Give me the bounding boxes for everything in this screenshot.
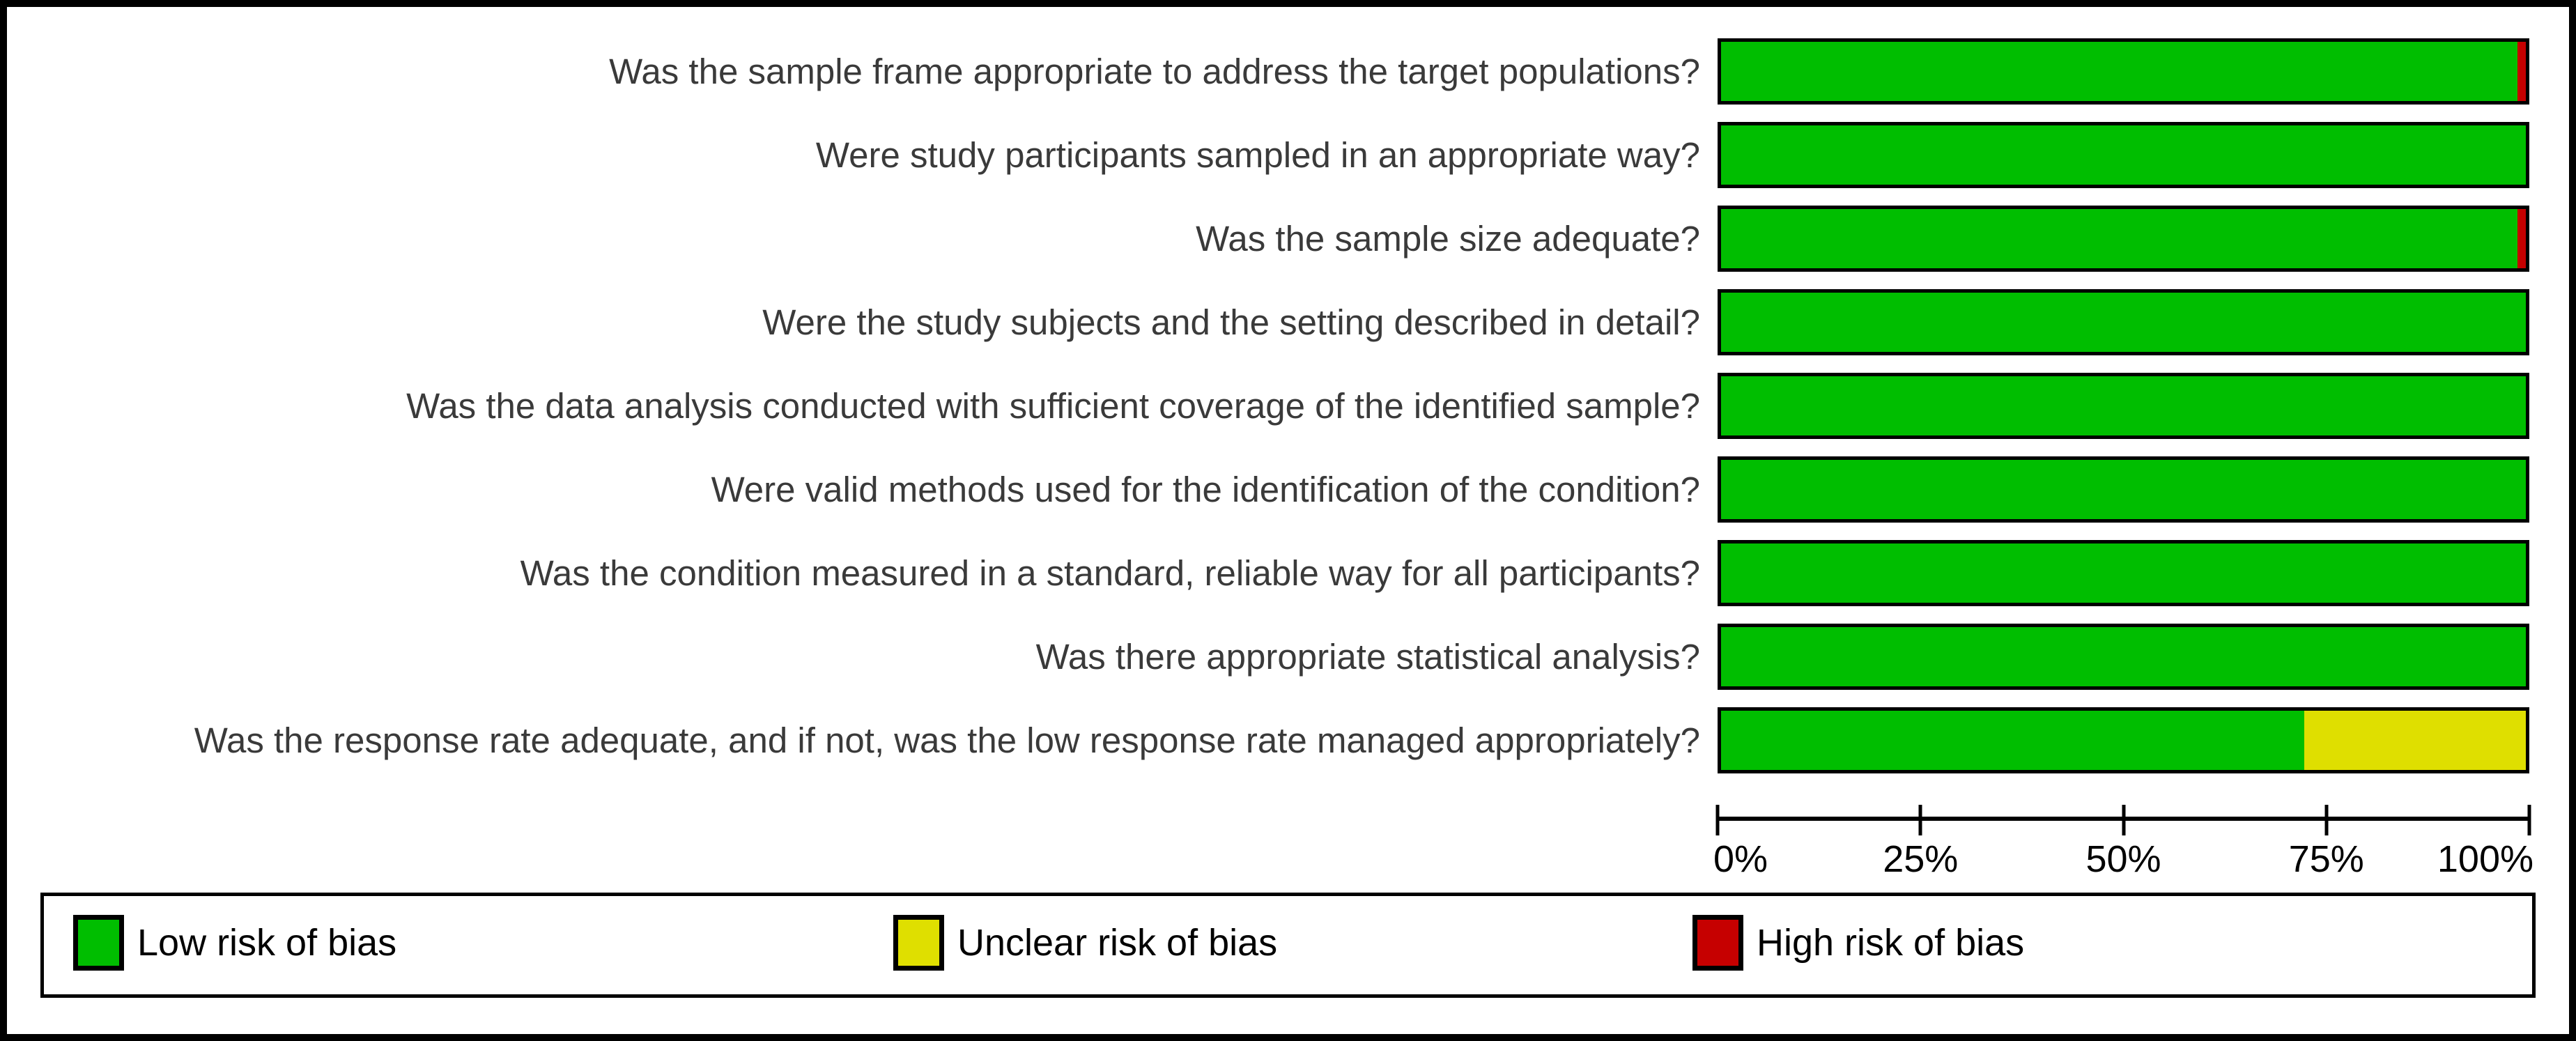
bar-segment-low-risk-of-bias xyxy=(1721,293,2526,352)
stacked-bar xyxy=(1718,38,2529,105)
axis-tick xyxy=(2122,805,2125,835)
stacked-bar xyxy=(1718,456,2529,523)
bar-rows: Was the sample frame appropriate to addr… xyxy=(7,7,2569,791)
x-axis-track: 0% 25% 50% 75% 100% xyxy=(1713,791,2533,895)
axis-tick-label: 50% xyxy=(2085,838,2161,880)
bar-segment-low-risk-of-bias xyxy=(1721,376,2526,435)
bar-segment-low-risk-of-bias xyxy=(1721,209,2518,268)
question-row: Was there appropriate statistical analys… xyxy=(7,624,2569,707)
stacked-bar xyxy=(1718,624,2529,690)
bar-segment-low-risk-of-bias xyxy=(1721,627,2526,686)
question-row: Was the sample size adequate? xyxy=(7,206,2569,289)
question-row: Were valid methods used for the identifi… xyxy=(7,456,2569,540)
x-axis: 0% 25% 50% 75% 100% xyxy=(7,791,2569,895)
question-row: Was the data analysis conducted with suf… xyxy=(7,373,2569,456)
axis-tick-label: 75% xyxy=(2288,838,2364,880)
legend-item: Unclear risk of bias xyxy=(893,915,1277,971)
bar-segment-high-risk-of-bias xyxy=(2517,42,2526,101)
stacked-bar xyxy=(1718,373,2529,439)
bar-segment-low-risk-of-bias xyxy=(1721,42,2518,101)
stacked-bar xyxy=(1718,206,2529,272)
question-label: Was the condition measured in a standard… xyxy=(520,553,1700,593)
legend-label: Low risk of bias xyxy=(137,922,397,964)
question-row: Were the study subjects and the setting … xyxy=(7,289,2569,373)
question-label: Was the data analysis conducted with suf… xyxy=(406,386,1700,426)
bar-segment-low-risk-of-bias xyxy=(1721,711,2305,770)
legend-swatch xyxy=(1692,915,1743,971)
question-label: Were the study subjects and the setting … xyxy=(762,302,1700,342)
question-label: Were valid methods used for the identifi… xyxy=(711,470,1700,509)
question-row: Was the condition measured in a standard… xyxy=(7,540,2569,624)
axis-tick-label: 25% xyxy=(1883,838,1959,880)
legend-item: High risk of bias xyxy=(1692,915,2024,971)
legend-label: Unclear risk of bias xyxy=(957,922,1278,964)
axis-tick xyxy=(2324,805,2329,835)
axis-tick xyxy=(1918,805,1922,835)
question-label: Were study participants sampled in an ap… xyxy=(815,135,1700,175)
axis-tick xyxy=(1715,805,1720,835)
legend-swatch xyxy=(73,915,124,971)
bar-segment-low-risk-of-bias xyxy=(1721,543,2526,603)
question-label: Was the sample frame appropriate to addr… xyxy=(609,52,1700,91)
stacked-bar xyxy=(1718,289,2529,355)
axis-tick-label: 100% xyxy=(2437,838,2533,880)
legend-item: Low risk of bias xyxy=(73,915,396,971)
bar-segment-low-risk-of-bias xyxy=(1721,125,2526,185)
question-row: Was the response rate adequate, and if n… xyxy=(7,707,2569,791)
legend-label: High risk of bias xyxy=(1757,922,2025,964)
question-row: Were study participants sampled in an ap… xyxy=(7,122,2569,206)
bar-segment-low-risk-of-bias xyxy=(1721,460,2526,519)
bar-segment-unclear-risk-of-bias xyxy=(2304,711,2526,770)
bar-segment-high-risk-of-bias xyxy=(2517,209,2526,268)
question-label: Was there appropriate statistical analys… xyxy=(1035,637,1700,677)
stacked-bar xyxy=(1718,540,2529,606)
legend: Low risk of bias Unclear risk of bias Hi… xyxy=(40,893,2536,998)
legend-swatch xyxy=(893,915,944,971)
axis-tick xyxy=(2527,805,2531,835)
question-row: Was the sample frame appropriate to addr… xyxy=(7,38,2569,122)
stacked-bar xyxy=(1718,707,2529,773)
question-label: Was the sample size adequate? xyxy=(1196,219,1700,259)
question-label: Was the response rate adequate, and if n… xyxy=(194,720,1700,760)
stacked-bar xyxy=(1718,122,2529,188)
axis-tick-label: 0% xyxy=(1713,838,1768,880)
